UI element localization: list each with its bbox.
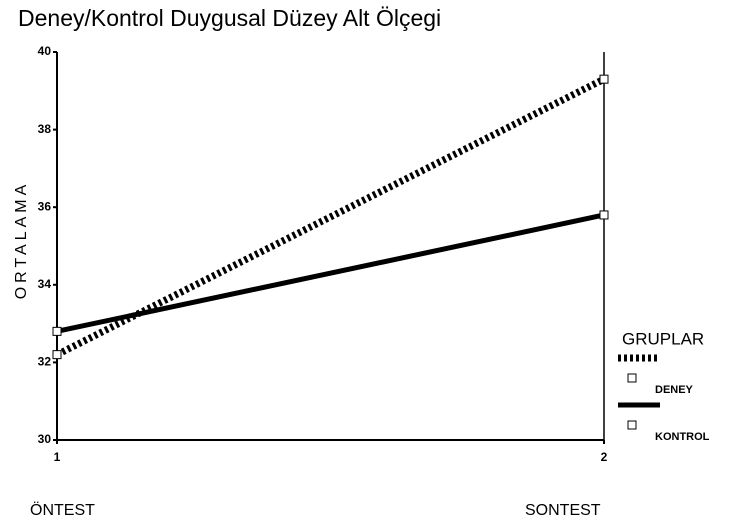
- y-tick-label: 40: [38, 44, 52, 58]
- point-marker: [599, 74, 609, 84]
- point-marker: [599, 210, 609, 220]
- x-tick-label: 2: [601, 450, 608, 464]
- legend-marker: [627, 420, 637, 430]
- chart-title: Deney/Kontrol Duygusal Düzey Alt Ölçegi: [18, 5, 441, 31]
- y-tick-label: 34: [38, 277, 52, 291]
- legend-title: GRUPLAR: [622, 329, 704, 348]
- y-axis-label: ORTALAMA: [13, 181, 30, 300]
- y-tick-label: 30: [38, 432, 52, 446]
- y-tick-label: 38: [38, 122, 52, 136]
- legend-label: KONTROL: [655, 431, 710, 443]
- series-line: [56, 212, 605, 334]
- x-annotation: SONTEST: [525, 502, 601, 519]
- series-line: [55, 76, 606, 358]
- x-tick-label: 1: [54, 450, 61, 464]
- legend-marker: [627, 373, 637, 383]
- legend-label: DENEY: [655, 384, 694, 396]
- y-tick-label: 36: [38, 199, 52, 213]
- x-annotation: ÖNTEST: [30, 501, 95, 519]
- point-marker: [52, 326, 62, 336]
- point-marker: [52, 350, 62, 360]
- y-tick-label: 32: [38, 355, 52, 369]
